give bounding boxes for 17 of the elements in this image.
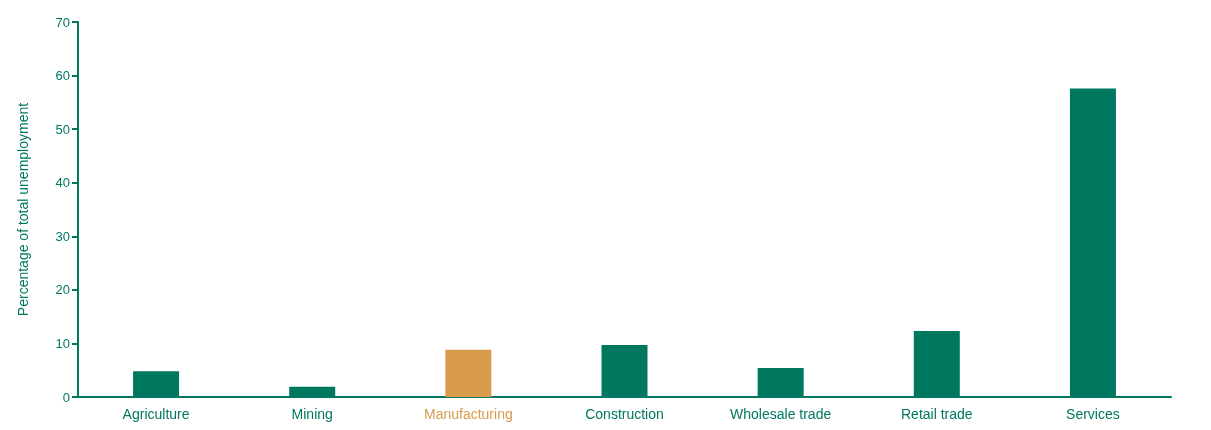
x-tick-label: Retail trade [900, 406, 973, 422]
x-tick-label: Wholesale trade [730, 406, 832, 422]
x-tick-label: Services [1066, 406, 1120, 422]
x-tick-label: Manufacturing [424, 406, 513, 422]
y-tick-label: 20 [55, 282, 70, 298]
bar [445, 349, 492, 397]
y-tick-label: 0 [62, 389, 70, 405]
y-tick-label: 60 [55, 68, 70, 84]
x-tick-label: Agriculture [122, 406, 190, 422]
y-axis-title: Percentage of total unemployment [15, 102, 31, 317]
y-tick-label: 30 [55, 228, 70, 244]
y-tick-label: 40 [55, 175, 70, 191]
x-tick-label: Mining [291, 406, 333, 422]
y-tick-label: 70 [55, 14, 70, 30]
y-tick-label: 50 [55, 121, 70, 137]
y-tick-label: 10 [55, 335, 70, 351]
x-tick-label: Construction [585, 406, 664, 422]
